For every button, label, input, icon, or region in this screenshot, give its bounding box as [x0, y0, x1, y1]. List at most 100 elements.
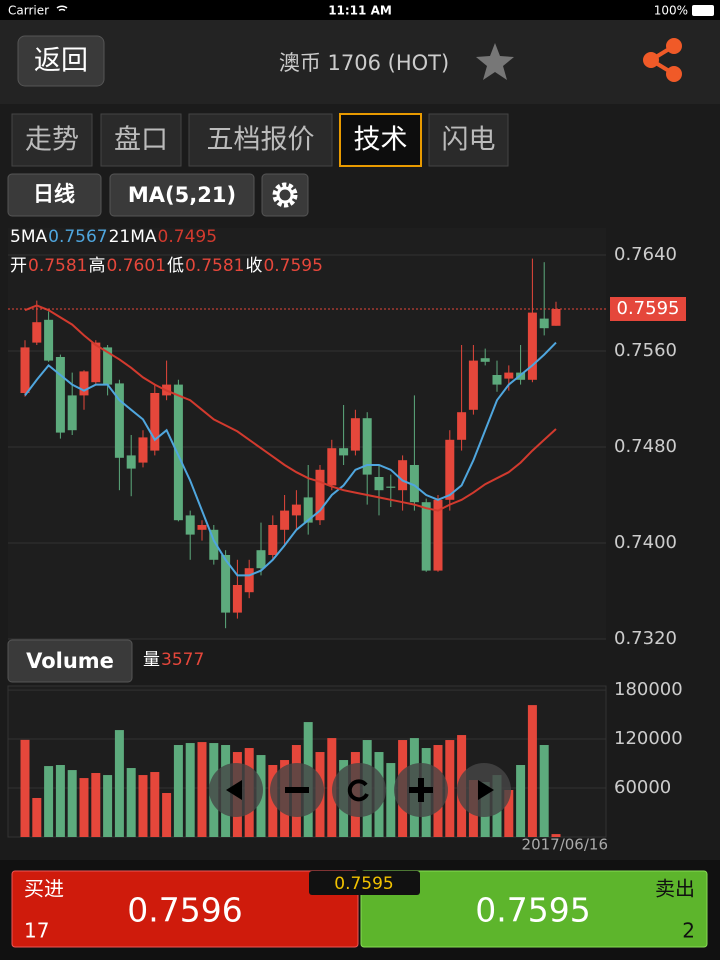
ohlc-value: 0.7581: [28, 256, 87, 276]
buy-price: 0.7596: [127, 891, 242, 930]
volume-label: Volume: [26, 649, 114, 673]
tab[interactable]: [339, 113, 422, 167]
candle-body: [32, 322, 42, 343]
volume-bar: [138, 775, 148, 837]
period-label: 日线: [33, 182, 75, 206]
candle-body: [268, 525, 278, 555]
volume-bar: [126, 768, 136, 837]
tab[interactable]: [188, 113, 333, 167]
volume-bar: [67, 770, 77, 837]
candle-body: [138, 437, 148, 463]
ohlc-label: 高: [88, 256, 105, 276]
battery-level: 100%: [654, 4, 688, 18]
y-tick-label: 0.7320: [614, 628, 677, 649]
settings-button[interactable]: [261, 173, 309, 217]
volume-bar: [504, 789, 514, 837]
volume-bar: [79, 778, 89, 837]
tab[interactable]: [100, 113, 182, 167]
y-tick-label: 0.7400: [614, 532, 677, 553]
volume-bar: [551, 834, 561, 837]
nav-bar: [0, 20, 720, 104]
reset-icon: [347, 779, 369, 802]
tab-label: 盘口: [114, 125, 168, 156]
candle-body: [20, 347, 30, 393]
ohlc-value: 0.7601: [106, 256, 165, 276]
back-button[interactable]: [17, 35, 105, 87]
favorite-star[interactable]: [476, 43, 514, 80]
candle-body: [221, 555, 231, 613]
candle-body: [445, 439, 455, 500]
buy-button[interactable]: [11, 870, 359, 948]
period-button[interactable]: [7, 173, 102, 217]
candle-body: [539, 318, 549, 329]
candle-body: [126, 455, 136, 469]
minus-icon: [285, 787, 309, 793]
candle-body: [315, 469, 325, 521]
volume-bar: [327, 738, 337, 837]
candle-body: [504, 372, 514, 379]
candle-body: [244, 568, 254, 593]
last-price-box: [309, 871, 420, 895]
page-title: 澳币 1706 (HOT): [279, 51, 449, 75]
last-close-tag: [610, 297, 686, 321]
gear-icon: [272, 182, 298, 208]
candle-body: [55, 357, 65, 433]
candle-body: [468, 360, 478, 410]
candle-body: [551, 309, 561, 326]
volume-bar: [32, 797, 42, 837]
ma-line: [24, 341, 557, 577]
volume-bar: [150, 772, 160, 837]
tab[interactable]: [11, 113, 93, 167]
candle-body: [350, 418, 360, 451]
ma-name: 21MA: [109, 227, 157, 247]
indicator-label: MA(5,21): [128, 183, 236, 207]
indicator-button[interactable]: [109, 173, 255, 217]
ma-value: 0.7567: [48, 227, 107, 247]
volume-bar: [20, 739, 30, 837]
tab[interactable]: [428, 113, 509, 167]
candle-body: [103, 347, 113, 385]
tab-label: 走势: [25, 125, 79, 156]
tab-label: 五档报价: [207, 125, 315, 156]
volume-bar: [197, 742, 207, 837]
y-tick-label: 180000: [614, 679, 683, 700]
left-arrow: [226, 780, 242, 800]
chart-controls: [209, 763, 511, 817]
plus-icon: [409, 778, 433, 802]
candle-body: [362, 418, 372, 475]
wifi-icon: [56, 5, 68, 12]
y-tick-label: 120000: [614, 728, 683, 749]
sell-quantity: 2: [682, 919, 695, 943]
share-icon[interactable]: [643, 38, 682, 82]
volume-bar: [445, 740, 455, 837]
volume-bar: [91, 773, 101, 837]
candle-body: [232, 585, 242, 613]
candle-body: [303, 497, 313, 523]
sell-button[interactable]: [360, 870, 708, 948]
candle-body: [374, 477, 384, 491]
sell-price: 0.7595: [475, 891, 590, 930]
candle-body: [492, 375, 502, 385]
buy-quantity: 17: [24, 919, 49, 943]
volume-bar: [173, 745, 183, 837]
volume-bar: [55, 765, 65, 837]
candle-body: [185, 515, 195, 535]
carrier: Carrier: [8, 4, 49, 18]
ohlc-label: 收: [245, 256, 262, 276]
buy-label: 买进: [24, 877, 64, 901]
y-tick-label: 60000: [614, 777, 671, 798]
candle-body: [339, 448, 349, 456]
tab-bar: 走势 盘口 五档报价 技术 闪电: [11, 113, 509, 167]
volume-button[interactable]: [7, 639, 133, 683]
candle-body: [114, 383, 124, 458]
last-close-label: 0.7595: [617, 298, 680, 319]
ohlc-value: 0.7595: [263, 256, 322, 276]
volume-bar: [185, 743, 195, 837]
volume-bar: [516, 765, 526, 837]
candle-body: [280, 510, 290, 530]
candle-body: [527, 312, 537, 380]
right-arrow: [478, 780, 494, 800]
reset-zoom[interactable]: [332, 763, 386, 817]
